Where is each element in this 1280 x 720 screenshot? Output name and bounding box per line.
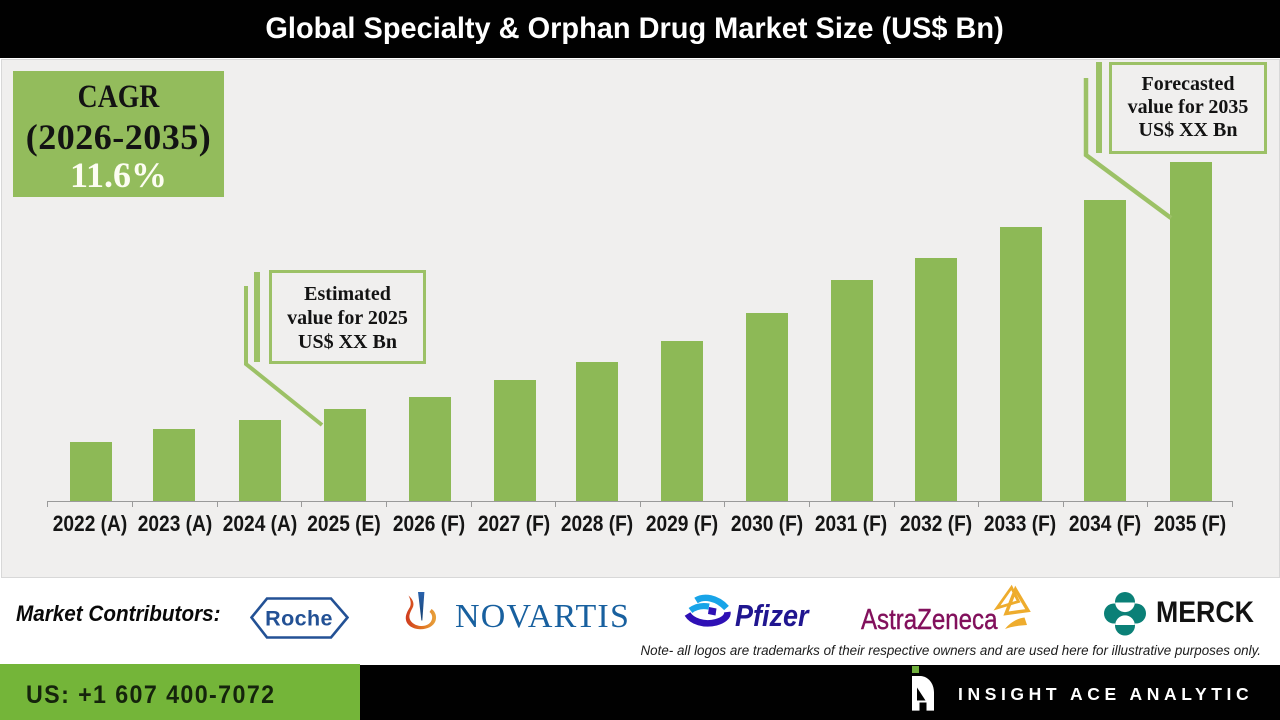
svg-text:Roche: Roche: [265, 607, 333, 631]
